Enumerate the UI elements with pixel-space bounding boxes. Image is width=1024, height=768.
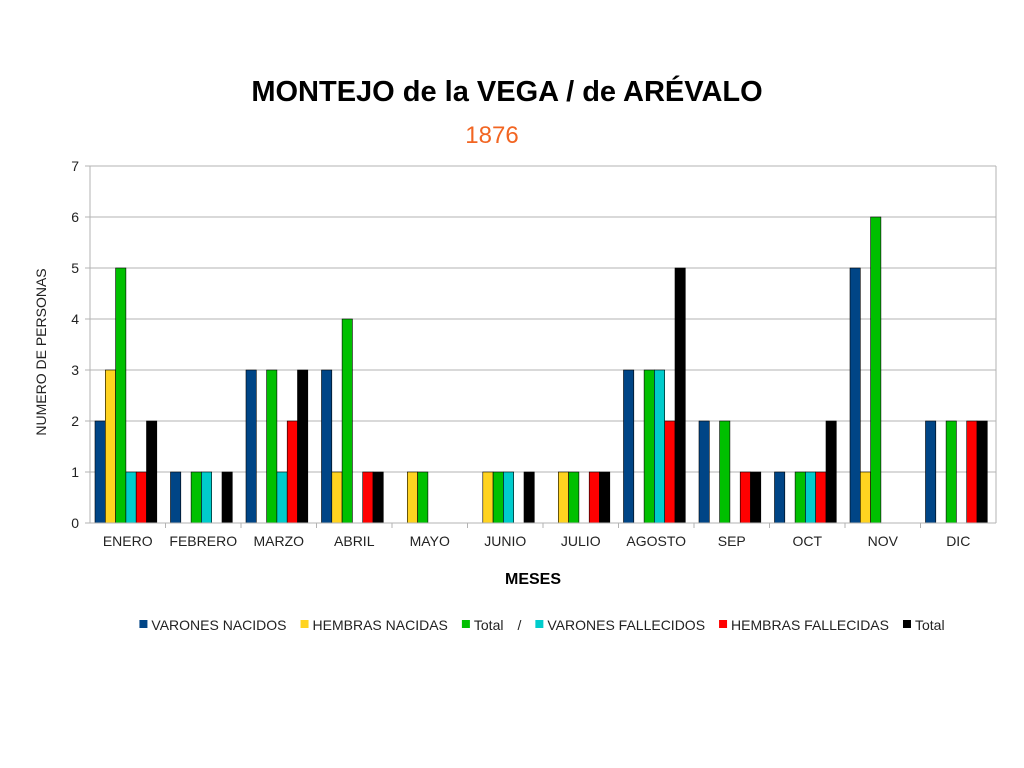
bar [925,420,937,524]
y-tick-label: 5 [71,260,79,276]
chart-title: MONTEJO de la VEGA / de ARÉVALO [251,74,762,108]
bar [750,471,762,524]
bar [599,471,611,524]
chart-subtitle: 1876 [465,122,518,149]
bar [523,471,535,524]
x-tick-label: ENERO [103,533,153,549]
bar [417,471,429,524]
bar [664,420,676,524]
x-tick-label: MARZO [253,533,304,549]
x-tick-label: JULIO [561,533,601,549]
legend-swatch [461,620,470,628]
y-tick-label: 2 [71,413,79,429]
bar [588,471,600,524]
bar [341,318,353,524]
bar [568,471,580,524]
bar [221,471,233,524]
bar [245,369,257,524]
x-tick-label: OCT [792,533,822,549]
bar [125,471,137,524]
bar [739,471,751,524]
bar [643,369,655,524]
bar [966,420,978,524]
legend: VARONES NACIDOS HEMBRAS NACIDAS Total / VARO… [139,617,945,633]
legend-label: Total [474,617,504,633]
bar [654,369,666,524]
bar [557,471,569,524]
bar [286,420,298,524]
bar [870,216,882,524]
bar [503,471,514,524]
legend-label: VARONES NACIDOS [151,617,286,633]
legend-label: HEMBRAS NACIDAS [313,617,448,633]
bar [266,369,278,524]
legend-swatch [139,620,148,628]
bar [276,471,288,524]
bar [331,471,343,524]
x-tick-label: DIC [946,533,970,549]
x-tick-label: NOV [868,533,899,549]
bar [945,420,957,524]
bar [146,420,158,524]
legend-swatch [300,620,309,628]
bar [135,471,147,524]
bar [372,471,384,524]
bar [859,471,871,524]
bar [825,420,837,524]
legend-label: HEMBRAS FALLECIDAS [731,617,889,633]
grid-lines [90,165,996,473]
bar [362,471,374,524]
bar [492,471,504,524]
bar [321,369,333,524]
bar [976,420,988,524]
y-tick-label: 7 [71,158,79,174]
y-tick-label: 1 [71,464,79,480]
y-tick-label: 0 [71,515,79,531]
bar [815,471,827,524]
legend-swatch [902,620,911,628]
bar [482,471,494,524]
y-tick-labels: 0 1 2 3 4 5 6 7 [71,158,90,531]
bar [94,420,106,524]
y-tick-label: 4 [71,311,79,327]
bar [115,267,127,524]
x-tick-labels: ENERO FEBRERO MARZO ABRIL MAYO JUNIO JULIO AGOS… [103,523,970,549]
bars [94,216,988,524]
x-tick-label: SEP [718,533,746,549]
x-axis-label: MESES [505,571,561,588]
y-tick-label: 6 [71,209,79,225]
x-tick-label: AGOSTO [626,533,686,549]
bar [674,267,686,524]
bar [190,471,202,524]
legend-separator: / [517,617,521,633]
x-tick-label: FEBRERO [169,533,237,549]
x-tick-label: MAYO [410,533,450,549]
bar [805,471,817,524]
bar [623,369,635,524]
x-tick-label: JUNIO [484,533,526,549]
bar [105,369,116,524]
bar [201,471,212,524]
legend-label: VARONES FALLECIDOS [547,617,705,633]
legend-swatch [535,620,544,628]
y-axis-label: NUMERO DE PERSONAS [33,268,49,435]
legend-label: Total [915,617,945,633]
bar [794,471,806,524]
bar [297,369,309,524]
bar [698,420,710,524]
bar [849,267,861,524]
bar [406,471,418,524]
y-tick-label: 3 [71,362,79,378]
x-tick-label: ABRIL [334,533,375,549]
bar [170,471,182,524]
bar [719,420,731,524]
bar [774,471,786,524]
legend-swatch [719,620,728,628]
